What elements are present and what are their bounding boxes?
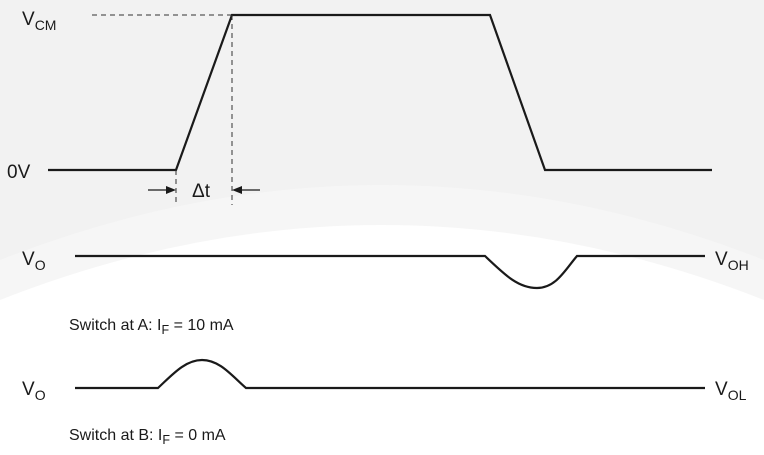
delta-t-left-arrowhead bbox=[166, 186, 176, 194]
vcm-label: VCM bbox=[22, 9, 56, 33]
switch-b-caption: Switch at B: IF = 0 mA bbox=[69, 427, 226, 447]
vol-label: VOL bbox=[715, 379, 747, 403]
zero-volt-label: 0V bbox=[7, 162, 31, 183]
delta-t-right-arrowhead bbox=[232, 186, 242, 194]
vo-label-a: VO bbox=[22, 249, 46, 273]
vo-label-b: VO bbox=[22, 379, 46, 403]
delta-t-label: Δt bbox=[192, 181, 211, 202]
switch-a-caption: Switch at A: IF = 10 mA bbox=[69, 317, 234, 337]
watermark-band bbox=[0, 0, 764, 260]
voh-label: VOH bbox=[715, 249, 749, 273]
vcm-pulse-waveform bbox=[48, 13, 712, 172]
vo-waveform-switch-a bbox=[75, 254, 705, 290]
vo-waveform-switch-b bbox=[75, 358, 705, 390]
